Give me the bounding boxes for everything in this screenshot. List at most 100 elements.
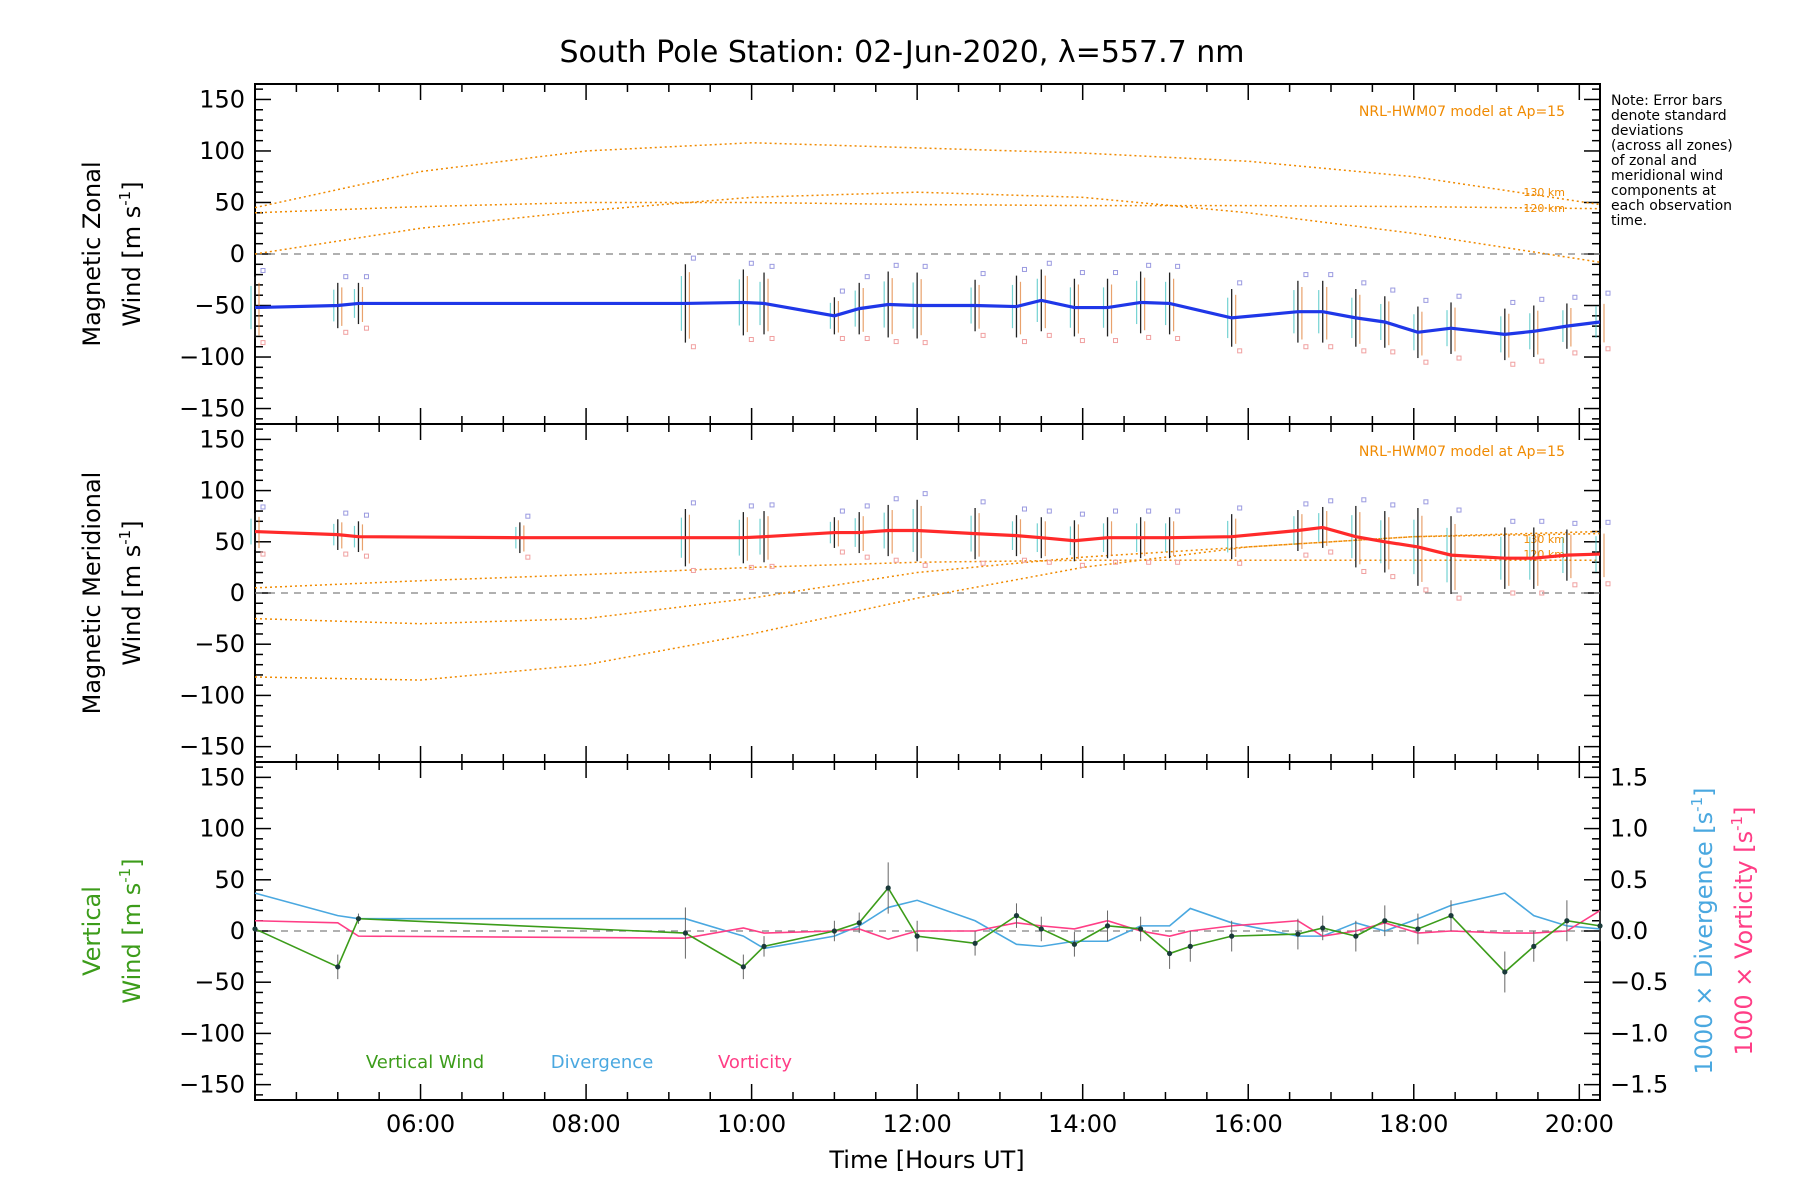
zone-marker <box>1021 557 1027 563</box>
zone-marker <box>1539 358 1545 364</box>
zone-marker <box>893 557 899 563</box>
right-label-close: ] <box>1730 807 1758 816</box>
zone-marker <box>1303 501 1309 507</box>
note-line: denote standard <box>1611 108 1727 124</box>
zone-marker <box>343 551 349 557</box>
zone-marker <box>1328 272 1334 278</box>
y-axis-label-line2: Wind [m s-1] <box>116 520 146 665</box>
zone-marker <box>260 340 266 346</box>
y-label-text: Wind [m s <box>118 883 146 1004</box>
zone-marker <box>1113 270 1119 276</box>
note-line: deviations <box>1611 123 1683 139</box>
y-tick-label: 150 <box>199 763 245 791</box>
x-tick-label: 20:00 <box>1545 1110 1614 1138</box>
vertical-wind-point <box>1038 926 1044 932</box>
legend-vertical-wind: Vertical Wind <box>366 1052 484 1073</box>
zone-marker <box>769 502 775 508</box>
vertical-wind-point <box>856 920 862 926</box>
zone-marker <box>1328 344 1334 350</box>
zone-marker <box>1572 520 1578 526</box>
y-tick-label: 0 <box>230 240 245 268</box>
zone-marker <box>839 508 845 514</box>
zone-marker <box>260 504 266 510</box>
y-tick-label: 100 <box>199 815 245 843</box>
vertical-wind-point <box>914 933 920 939</box>
y-label-close: ] <box>118 858 146 867</box>
zone-marker <box>1456 293 1462 299</box>
zone-marker <box>1079 511 1085 517</box>
y2-tick-label: −1.0 <box>1610 1019 1668 1047</box>
zone-marker <box>1146 262 1152 268</box>
zone-marker <box>1113 338 1119 344</box>
panel-meridional: 150 100 50 0 −50 −100 −150 Magnetic Meridional W… <box>78 423 1611 763</box>
zone-marker <box>363 325 369 331</box>
vertical-wind-point <box>1071 941 1078 947</box>
vertical-wind-point <box>831 928 837 934</box>
zonal-wind-line <box>254 298 1601 336</box>
chart-title: South Pole Station: 02-Jun-2020, λ=557.7… <box>559 35 1244 70</box>
y-axis-label-line2: Wind [m s-1] <box>116 858 146 1003</box>
zone-marker <box>1237 560 1243 566</box>
zone-marker <box>980 499 986 505</box>
note-line: each observation <box>1611 198 1732 214</box>
model-curve <box>254 559 1600 589</box>
zone-marker <box>363 512 369 518</box>
vertical-wind-point <box>972 940 978 946</box>
zone-marker <box>260 267 266 273</box>
zone-marker <box>922 263 928 269</box>
zone-marker <box>1046 559 1052 565</box>
zone-marker <box>1146 559 1152 565</box>
meridional-wind-line <box>254 525 1601 560</box>
y-tick-label: −100 <box>179 1019 245 1047</box>
zone-marker <box>748 564 754 570</box>
vertical-wind-point <box>1531 943 1537 949</box>
y-tick-label: −50 <box>194 968 245 996</box>
vertical-wind-point <box>761 943 767 949</box>
zone-marker <box>893 339 899 345</box>
zone-marker <box>1079 338 1085 344</box>
zone-marker <box>1046 260 1052 266</box>
vertical-wind-point <box>1229 933 1235 939</box>
note-line: (across all zones) <box>1611 138 1733 154</box>
zone-marker <box>1175 559 1181 565</box>
zone-marker <box>1175 263 1181 269</box>
zone-marker <box>1328 498 1334 504</box>
zone-marker <box>1361 497 1367 503</box>
model-level-label: 130 km <box>1523 186 1565 199</box>
zone-marker <box>1021 339 1027 345</box>
right-label-exp: -1 <box>1688 797 1706 812</box>
zone-marker <box>1390 502 1396 508</box>
y2-tick-label: −1.5 <box>1610 1071 1668 1099</box>
note-line: Note: Error bars <box>1611 93 1722 109</box>
vertical-wind-point <box>1295 931 1301 937</box>
zone-marker <box>525 513 531 519</box>
model-level-label: 120 km <box>1523 202 1565 215</box>
zone-marker <box>1361 568 1367 574</box>
right-label-text: 1000 × Divergence [s <box>1690 812 1718 1075</box>
y-tick-label: 50 <box>214 866 245 894</box>
zone-marker <box>1390 287 1396 293</box>
zone-marker <box>1079 270 1085 276</box>
y-tick-label: 150 <box>199 425 245 453</box>
x-tick-label: 16:00 <box>1214 1110 1283 1138</box>
zone-marker <box>1303 344 1309 350</box>
right-label-close: ] <box>1690 787 1718 796</box>
zone-marker <box>769 563 775 569</box>
zone-marker <box>893 262 899 268</box>
y2-tick-label: −0.5 <box>1610 968 1668 996</box>
zone-marker <box>1423 297 1429 303</box>
zone-marker <box>864 335 870 341</box>
zone-marker <box>1572 350 1578 356</box>
zone-marker <box>1510 361 1516 367</box>
y-label-close: ] <box>118 520 146 529</box>
zone-marker <box>690 567 696 573</box>
zone-marker <box>1237 348 1243 354</box>
zone-marker <box>1303 272 1309 278</box>
vertical-wind-point <box>1320 925 1326 931</box>
x-axis-label: Time [Hours UT] <box>828 1146 1024 1174</box>
model-label: NRL-HWM07 model at Ap=15 <box>1359 104 1565 120</box>
zone-marker <box>1510 590 1516 596</box>
model-curve <box>254 191 1601 263</box>
